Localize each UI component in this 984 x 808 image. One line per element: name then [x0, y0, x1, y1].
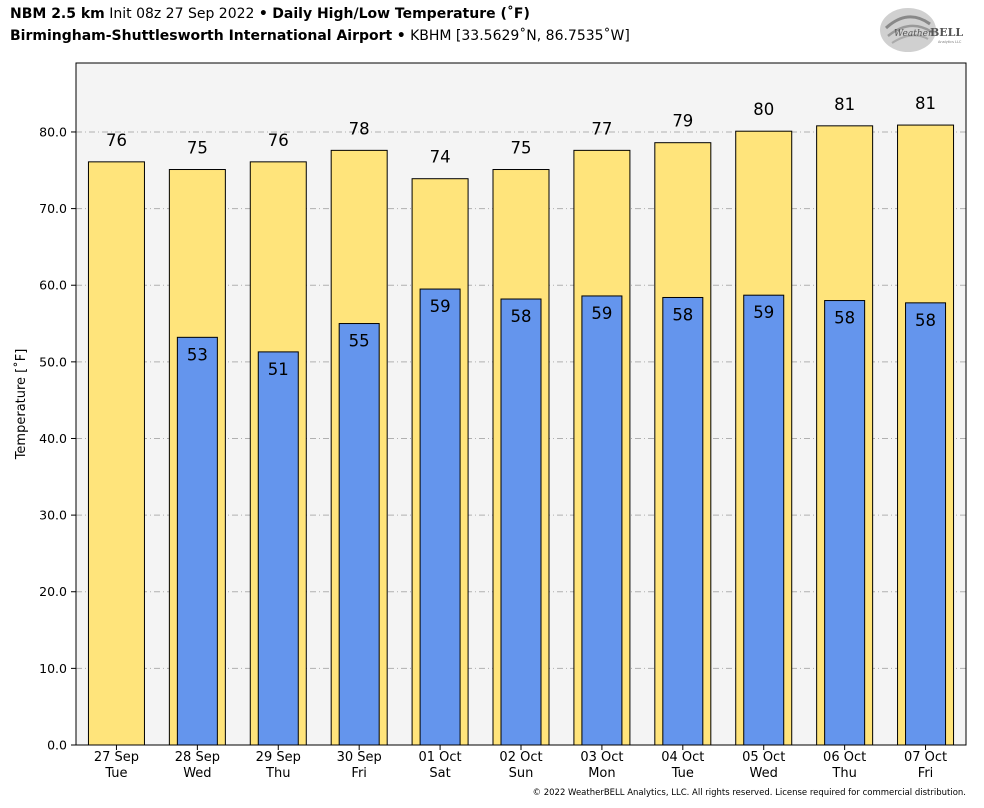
x-tick-date-label: 29 Sep: [256, 750, 301, 765]
y-tick-label: 10.0: [39, 661, 67, 676]
high-temp-label: 81: [915, 94, 936, 113]
high-temp-label: 76: [268, 131, 289, 150]
x-tick-day-label: Sun: [509, 766, 534, 781]
y-axis-label: Temperature [˚F]: [13, 349, 29, 461]
x-tick-date-label: 03 Oct: [580, 750, 623, 765]
low-temp-label: 58: [915, 311, 936, 330]
logo-text-bell: BELL: [930, 26, 963, 39]
x-tick-date-label: 01 Oct: [419, 750, 462, 765]
low-temp-bar: [743, 294, 785, 746]
high-temp-label: 75: [511, 139, 532, 158]
separator: •: [258, 6, 268, 22]
low-temp-label: 59: [430, 297, 451, 316]
x-tick-date-label: 02 Oct: [499, 750, 542, 765]
x-tick-date-label: 05 Oct: [742, 750, 785, 765]
product-title: Daily High/Low Temperature (˚F): [272, 6, 530, 22]
low-temp-bar: [257, 351, 299, 746]
chart-header-line-1: NBM 2.5 km Init 08z 27 Sep 2022 • Daily …: [10, 5, 530, 23]
x-tick-date-label: 28 Sep: [175, 750, 220, 765]
logo-text-weather: Weather: [894, 29, 933, 39]
model-name: NBM 2.5 km: [10, 6, 105, 22]
high-temp-label: 74: [430, 148, 451, 167]
low-temp-bar: [419, 288, 461, 746]
x-tick-day-label: Tue: [671, 766, 694, 781]
high-temp-bar: [87, 161, 145, 746]
x-tick-date-label: 04 Oct: [661, 750, 704, 765]
high-temp-label: 78: [349, 119, 370, 138]
high-temp-label: 76: [106, 131, 127, 150]
separator: •: [396, 28, 406, 44]
station-name: Birmingham-Shuttlesworth International A…: [10, 28, 393, 44]
low-temp-bar: [176, 336, 218, 746]
high-temp-label: 80: [753, 100, 774, 119]
low-temp-bar: [662, 296, 704, 746]
y-tick-label: 70.0: [39, 201, 67, 216]
x-tick-day-label: Sat: [429, 766, 450, 781]
x-tick-date-label: 06 Oct: [823, 750, 866, 765]
station-info: KBHM [33.5629˚N, 86.7535˚W]: [410, 28, 630, 44]
x-tick-day-label: Thu: [831, 766, 856, 781]
low-temp-label: 59: [591, 304, 612, 323]
low-temp-label: 51: [268, 360, 289, 379]
low-temp-label: 53: [187, 345, 208, 364]
x-tick-day-label: Fri: [351, 766, 367, 781]
y-tick-label: 50.0: [39, 354, 67, 369]
weatherbell-logo: Weather BELL Analytics LLC: [878, 6, 970, 56]
high-temp-label: 81: [834, 95, 855, 114]
x-tick-date-label: 07 Oct: [904, 750, 947, 765]
high-temp-label: 77: [591, 119, 612, 138]
x-tick-day-label: Wed: [750, 766, 778, 781]
low-temp-bar: [338, 323, 380, 746]
low-temp-label: 58: [511, 307, 532, 326]
high-temp-label: 79: [672, 112, 693, 131]
low-temp-bar: [500, 298, 542, 746]
x-tick-date-label: 30 Sep: [337, 750, 382, 765]
x-tick-day-label: Mon: [588, 766, 615, 781]
y-tick-label: 60.0: [39, 278, 67, 293]
x-tick-day-label: Thu: [265, 766, 290, 781]
chart-header-line-2: Birmingham-Shuttlesworth International A…: [10, 27, 630, 45]
y-tick-label: 80.0: [39, 124, 67, 139]
x-tick-date-label: 27 Sep: [94, 750, 139, 765]
y-tick-label: 40.0: [39, 431, 67, 446]
low-temp-label: 58: [834, 309, 855, 328]
copyright-footer: © 2022 WeatherBELL Analytics, LLC. All r…: [532, 788, 966, 798]
y-tick-label: 20.0: [39, 584, 67, 599]
y-tick-label: 0.0: [47, 738, 67, 753]
high-temp-label: 75: [187, 139, 208, 158]
low-temp-bar: [581, 295, 623, 746]
low-temp-bar: [905, 302, 947, 746]
x-tick-day-label: Fri: [918, 766, 934, 781]
y-tick-label: 30.0: [39, 508, 67, 523]
low-temp-label: 59: [753, 303, 774, 322]
low-temp-bar: [824, 300, 866, 746]
init-time: Init 08z 27 Sep 2022: [109, 6, 255, 22]
x-tick-day-label: Wed: [183, 766, 211, 781]
x-tick-day-label: Tue: [104, 766, 127, 781]
logo-subtext: Analytics LLC: [938, 40, 962, 44]
low-temp-label: 58: [672, 305, 693, 324]
low-temp-label: 55: [349, 332, 370, 351]
